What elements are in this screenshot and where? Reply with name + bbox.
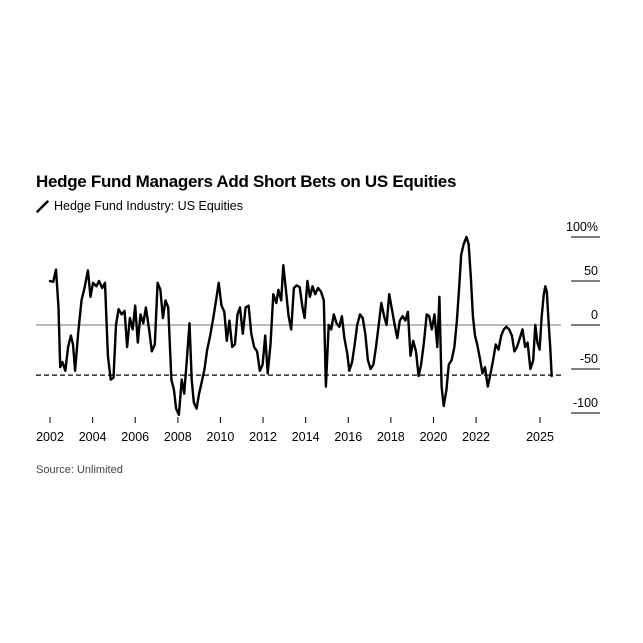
legend: Hedge Fund Industry: US Equities — [36, 199, 243, 213]
x-tick-label: 2004 — [79, 430, 107, 444]
y-tick-label: -50 — [580, 352, 598, 366]
x-tick-label: 2002 — [36, 430, 64, 444]
legend-label: Hedge Fund Industry: US Equities — [54, 199, 243, 213]
x-tick-label: 2018 — [377, 430, 405, 444]
series-line — [48, 235, 553, 416]
x-tick-label: 2006 — [121, 430, 149, 444]
source-note: Source: Unlimited — [36, 464, 123, 476]
x-tick-label: 2020 — [420, 430, 448, 444]
x-tick-label: 2014 — [292, 430, 320, 444]
y-tick-label: 100% — [566, 220, 598, 234]
x-tick-label: 2008 — [164, 430, 192, 444]
y-tick-label: 50 — [584, 264, 598, 278]
y-tick-label: -100 — [573, 396, 598, 410]
chart-title: Hedge Fund Managers Add Short Bets on US… — [36, 172, 457, 191]
legend-line-swatch-icon — [36, 199, 49, 213]
x-tick-label: 2012 — [249, 430, 277, 444]
y-tick-label: 0 — [591, 308, 598, 322]
x-tick-label: 2025 — [526, 430, 554, 444]
x-tick-label: 2016 — [334, 430, 362, 444]
x-tick-label: 2010 — [207, 430, 235, 444]
x-tick-label: 2022 — [462, 430, 490, 444]
